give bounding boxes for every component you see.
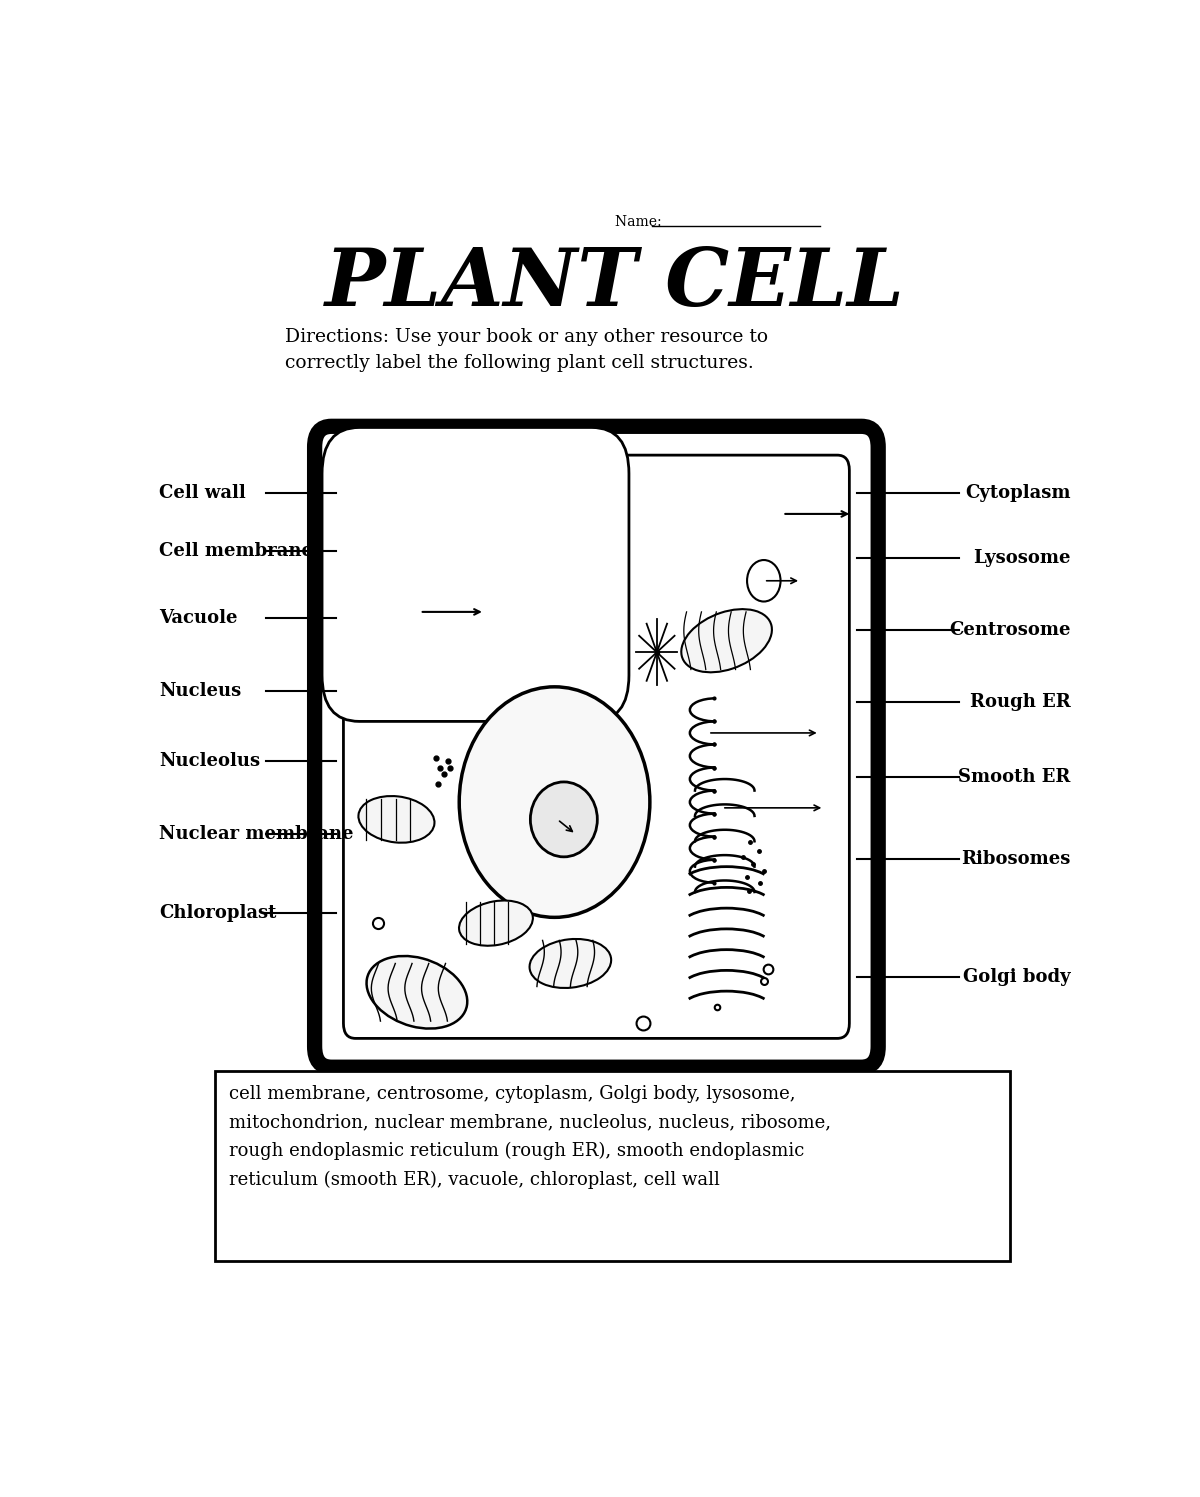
Ellipse shape xyxy=(682,609,772,672)
Text: PLANT CELL: PLANT CELL xyxy=(325,244,905,322)
Text: Mitochondrion: Mitochondrion xyxy=(438,1094,588,1112)
Text: Cell wall: Cell wall xyxy=(160,484,246,501)
Ellipse shape xyxy=(359,796,434,843)
Text: cell membrane, centrosome, cytoplasm, Golgi body, lysosome,
mitochondrion, nucle: cell membrane, centrosome, cytoplasm, Go… xyxy=(229,1084,832,1189)
Circle shape xyxy=(748,560,780,602)
Text: Chloroplast: Chloroplast xyxy=(160,904,277,922)
Text: Lysosome: Lysosome xyxy=(973,549,1070,567)
Text: Cytoplasm: Cytoplasm xyxy=(965,484,1070,501)
Bar xyxy=(215,1070,1010,1260)
Text: Golgi body: Golgi body xyxy=(964,969,1070,987)
Text: Name:: Name: xyxy=(616,216,666,229)
Ellipse shape xyxy=(366,957,467,1028)
Text: Cell membrane: Cell membrane xyxy=(160,542,313,560)
Ellipse shape xyxy=(529,939,611,988)
Text: Directions: Use your book or any other resource to
correctly label the following: Directions: Use your book or any other r… xyxy=(284,328,768,373)
Ellipse shape xyxy=(460,687,650,918)
FancyBboxPatch shape xyxy=(314,427,878,1067)
Text: Smooth ER: Smooth ER xyxy=(959,768,1070,786)
Ellipse shape xyxy=(530,781,598,856)
Text: Centrosome: Centrosome xyxy=(949,621,1070,639)
FancyBboxPatch shape xyxy=(322,428,629,722)
Text: Nucleolus: Nucleolus xyxy=(160,751,260,769)
Text: Nuclear membrane: Nuclear membrane xyxy=(160,825,354,843)
Text: Nucleus: Nucleus xyxy=(160,683,241,701)
Ellipse shape xyxy=(460,901,533,946)
Text: Ribosomes: Ribosomes xyxy=(961,850,1070,868)
Text: Rough ER: Rough ER xyxy=(970,693,1070,711)
Text: Vacuole: Vacuole xyxy=(160,609,238,627)
